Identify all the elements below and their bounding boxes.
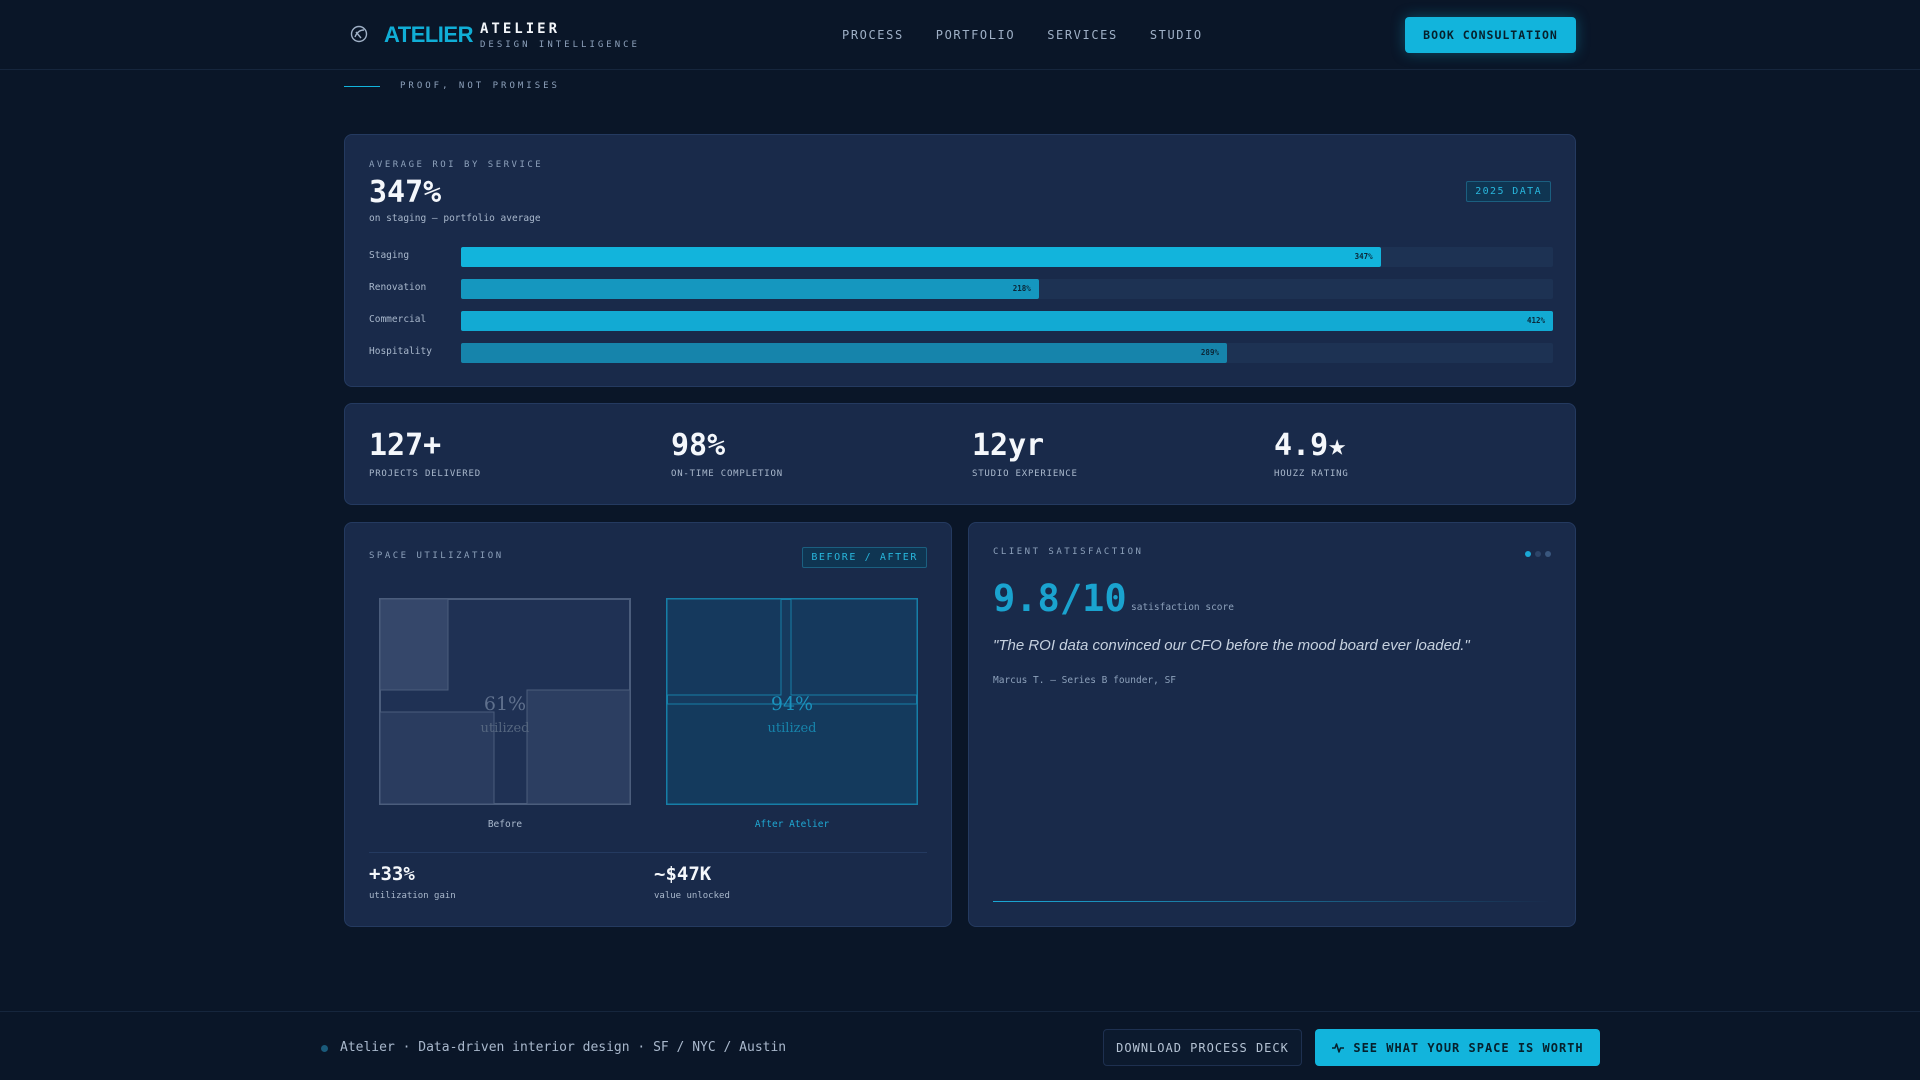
main-nav: PROCESS PORTFOLIO SERVICES STUDIO bbox=[842, 28, 1235, 42]
divider bbox=[369, 852, 927, 853]
status-dot-icon bbox=[321, 1045, 328, 1052]
stat-label: STUDIO EXPERIENCE bbox=[972, 469, 1078, 479]
satisfaction-score: 9.8/10 bbox=[993, 577, 1127, 620]
testimonial-attribution: Marcus T. — Series B founder, SF bbox=[993, 675, 1177, 686]
bar-fill: 289% bbox=[461, 343, 1227, 363]
book-consultation-button[interactable]: BOOK CONSULTATION bbox=[1405, 17, 1576, 53]
stat-label: PROJECTS DELIVERED bbox=[369, 469, 481, 479]
carousel-dot[interactable] bbox=[1545, 551, 1551, 557]
bar-fill: 412% bbox=[461, 311, 1553, 331]
roi-card: AVERAGE ROI BY SERVICE 347% on staging —… bbox=[344, 134, 1576, 387]
bar-value: 412% bbox=[1526, 316, 1545, 325]
satisfaction-card-label: CLIENT SATISFACTION bbox=[993, 547, 1144, 557]
client-satisfaction-card: CLIENT SATISFACTION 9.8/10 satisfaction … bbox=[968, 522, 1576, 927]
footer-bar: Atelier · Data-driven interior design · … bbox=[0, 1011, 1920, 1080]
nav-services[interactable]: SERVICES bbox=[1047, 28, 1118, 42]
bar-value: 218% bbox=[1012, 284, 1031, 293]
stat-on-time: 98% ON-TIME COMPLETION bbox=[671, 428, 783, 479]
download-process-deck-button[interactable]: DOWNLOAD PROCESS DECK bbox=[1103, 1029, 1302, 1066]
bar-track: 218% bbox=[461, 279, 1553, 299]
roi-headline: 347% bbox=[369, 175, 442, 210]
after-percent: 94% bbox=[771, 693, 813, 715]
space-card-label: SPACE UTILIZATION bbox=[369, 551, 504, 561]
bar-value: 347% bbox=[1354, 252, 1373, 261]
carousel-dots bbox=[1525, 551, 1551, 557]
see-space-worth-button[interactable]: SEE WHAT YOUR SPACE IS WORTH bbox=[1315, 1029, 1600, 1066]
bar-label: Hospitality bbox=[369, 346, 432, 357]
stat-experience: 12yr STUDIO EXPERIENCE bbox=[972, 428, 1078, 479]
brand-name: ATELIER bbox=[480, 21, 561, 37]
bar-fill: 218% bbox=[461, 279, 1039, 299]
roi-bar-row: Commercial 412% bbox=[369, 311, 1553, 331]
before-after-toggle[interactable]: BEFORE / AFTER bbox=[802, 547, 927, 568]
nav-studio[interactable]: STUDIO bbox=[1149, 28, 1203, 42]
floorplan-before: 61% utilized bbox=[379, 598, 631, 805]
unlocked-label: value unlocked bbox=[654, 891, 730, 901]
bar-track: 412% bbox=[461, 311, 1553, 331]
stat-rating: 4.9★ HOUZZ RATING bbox=[1274, 428, 1349, 479]
testimonial-quote: "The ROI data convinced our CFO before t… bbox=[993, 637, 1470, 654]
site-header: ATELIER ATELIER DESIGN INTELLIGENCE PROC… bbox=[0, 0, 1920, 70]
year-badge: 2025 DATA bbox=[1466, 181, 1551, 202]
before-caption: Before bbox=[487, 819, 523, 830]
carousel-dot-active[interactable] bbox=[1525, 551, 1531, 557]
gain-label: utilization gain bbox=[369, 891, 456, 901]
see-space-worth-label: SEE WHAT YOUR SPACE IS WORTH bbox=[1353, 1040, 1584, 1055]
bar-value: 289% bbox=[1200, 348, 1219, 357]
after-utilized-label: utilized bbox=[768, 721, 817, 736]
logo-wordmark[interactable]: ATELIER bbox=[384, 22, 473, 47]
bar-label: Renovation bbox=[369, 282, 427, 293]
accent-line bbox=[993, 901, 1551, 902]
stat-projects: 127+ PROJECTS DELIVERED bbox=[369, 428, 481, 479]
bar-label: Staging bbox=[369, 250, 410, 261]
roi-subline: on staging — portfolio average bbox=[369, 213, 541, 224]
logo-leaf-icon[interactable] bbox=[349, 24, 369, 44]
space-utilization-card: SPACE UTILIZATION BEFORE / AFTER 61% uti… bbox=[344, 522, 952, 927]
utilization-gain: +33% utilization gain bbox=[369, 863, 456, 901]
roi-bar-row: Staging 347% bbox=[369, 247, 1553, 267]
stat-value: 127+ bbox=[369, 428, 442, 463]
bar-label: Commercial bbox=[369, 314, 427, 325]
section-eyebrow: PROOF, NOT PROMISES bbox=[400, 81, 560, 91]
stat-value: 4.9★ bbox=[1274, 428, 1347, 463]
bar-track: 347% bbox=[461, 247, 1553, 267]
carousel-dot[interactable] bbox=[1535, 551, 1541, 557]
stat-label: HOUZZ RATING bbox=[1274, 469, 1349, 479]
footer-text: Atelier · Data-driven interior design · … bbox=[340, 1040, 787, 1055]
before-utilized-label: utilized bbox=[481, 721, 530, 736]
stat-label: ON-TIME COMPLETION bbox=[671, 469, 783, 479]
bar-fill: 347% bbox=[461, 247, 1381, 267]
roi-card-label: AVERAGE ROI BY SERVICE bbox=[369, 160, 544, 170]
value-unlocked: ~$47K value unlocked bbox=[654, 863, 730, 901]
pulse-icon bbox=[1332, 1042, 1345, 1053]
before-percent: 61% bbox=[484, 693, 526, 715]
eyebrow-rule bbox=[344, 86, 380, 87]
gain-value: +33% bbox=[369, 863, 415, 885]
unlocked-value: ~$47K bbox=[654, 863, 712, 885]
stat-value: 12yr bbox=[972, 428, 1045, 463]
stat-value: 98% bbox=[671, 428, 726, 463]
roi-bar-row: Hospitality 289% bbox=[369, 343, 1553, 363]
nav-portfolio[interactable]: PORTFOLIO bbox=[935, 28, 1016, 42]
roi-bar-row: Renovation 218% bbox=[369, 279, 1553, 299]
stats-card: 127+ PROJECTS DELIVERED 98% ON-TIME COMP… bbox=[344, 403, 1576, 505]
nav-process[interactable]: PROCESS bbox=[842, 28, 904, 42]
bar-track: 289% bbox=[461, 343, 1553, 363]
satisfaction-score-label: satisfaction score bbox=[1131, 602, 1234, 613]
brand-tagline: DESIGN INTELLIGENCE bbox=[480, 40, 640, 50]
floorplan-after: 94% utilized bbox=[666, 598, 918, 805]
after-caption: After Atelier bbox=[754, 819, 830, 830]
